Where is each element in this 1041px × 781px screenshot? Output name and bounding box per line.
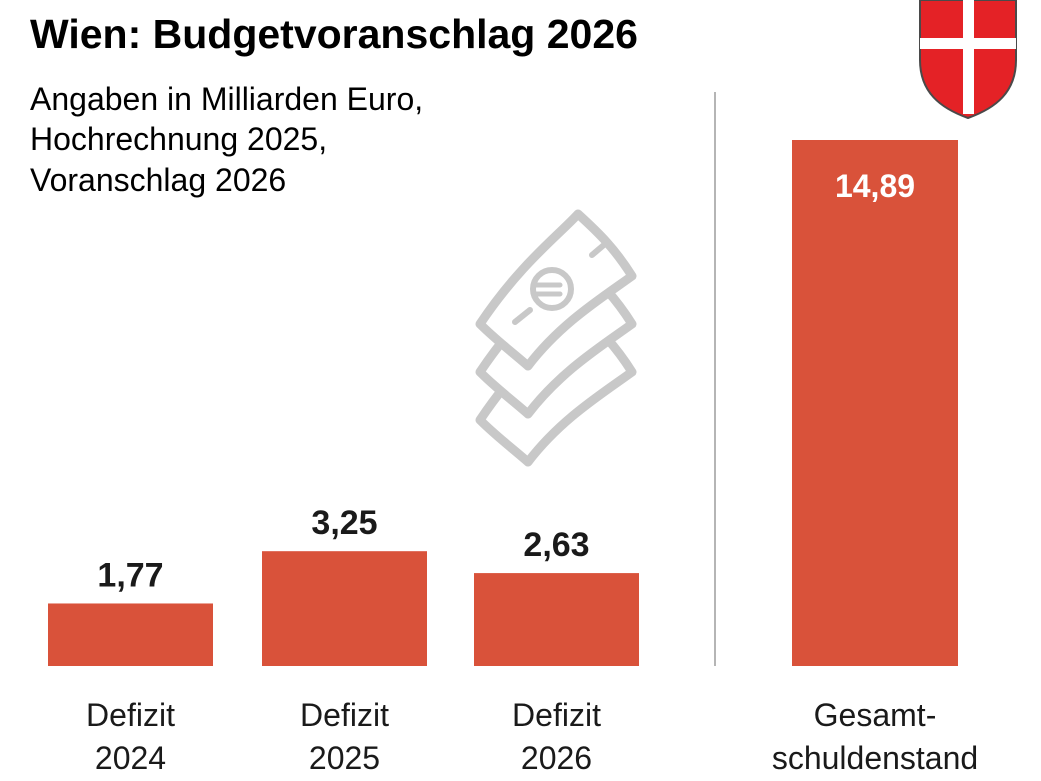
value-label-1: 3,25 — [311, 504, 377, 542]
bar-1 — [262, 551, 427, 666]
bar-3 — [792, 140, 958, 666]
category-label-3-line-2: schuldenstand — [772, 740, 978, 776]
category-label-1-line-2: 2025 — [309, 740, 380, 776]
category-labels-group: Defizit 2024 Defizit 2025 Defizit 2026 Gesamt-… — [86, 697, 978, 776]
category-label-3-line-1: Gesamt- — [814, 697, 937, 733]
euro-banknote-stack-icon — [475, 209, 637, 467]
subtitle-line-2: Hochrechnung 2025, — [30, 121, 327, 157]
subtitle-line-1: Angaben in Milliarden Euro, — [30, 81, 423, 117]
category-label-0-line-2: 2024 — [95, 740, 166, 776]
bar-2 — [474, 573, 639, 666]
vienna-coat-of-arms-icon — [919, 0, 1017, 120]
chart-subtitle: Angaben in Milliarden Euro, Hochrechnung… — [30, 81, 423, 198]
value-labels-group: 1,77 3,25 2,63 14,89 — [97, 168, 915, 594]
category-label-0-line-1: Defizit — [86, 697, 175, 733]
chart-title: Wien: Budgetvoranschlag 2026 — [30, 11, 638, 57]
value-label-2: 2,63 — [523, 526, 589, 564]
value-label-3: 14,89 — [835, 168, 915, 204]
category-label-1-line-1: Defizit — [300, 697, 389, 733]
category-label-2-line-1: Defizit — [512, 697, 601, 733]
subtitle-line-3: Voranschlag 2026 — [30, 162, 286, 198]
bar-0 — [48, 603, 213, 666]
value-label-0: 1,77 — [97, 556, 163, 594]
bars-group — [48, 140, 958, 666]
category-label-2-line-2: 2026 — [521, 740, 592, 776]
